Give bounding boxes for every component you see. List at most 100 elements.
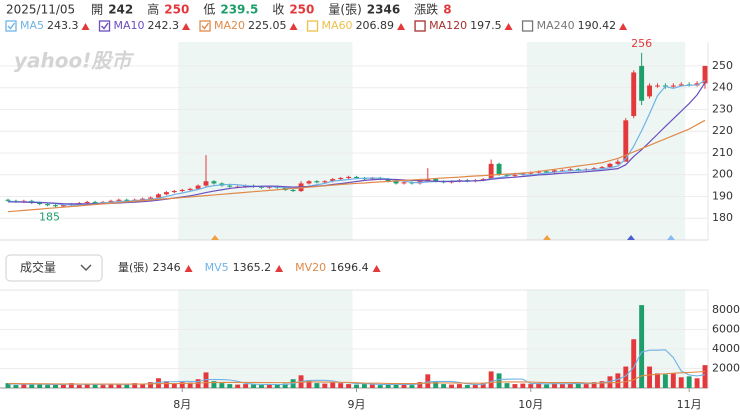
- legend-name: MA5: [20, 19, 44, 32]
- volume-bar: [13, 385, 19, 388]
- candle-body: [92, 201, 98, 204]
- legend-name: MA120: [429, 19, 467, 32]
- legend-checkbox[interactable]: [521, 20, 534, 32]
- volume-bar: [140, 384, 146, 388]
- volume-bar: [76, 385, 82, 388]
- y-tick-label: 4000: [712, 342, 740, 355]
- volume-bar: [124, 384, 130, 388]
- volume-bar: [552, 382, 557, 388]
- volume-bar: [369, 384, 375, 388]
- volume-bar: [607, 376, 613, 388]
- up-triangle: [275, 265, 284, 272]
- volume-bar: [401, 384, 407, 388]
- candle-body: [433, 179, 439, 182]
- candle-body: [480, 179, 486, 181]
- volume-bar: [361, 384, 367, 388]
- legend-checkbox[interactable]: [306, 20, 319, 32]
- candle-body: [631, 72, 637, 116]
- candle-body: [108, 200, 114, 202]
- volume-legend-value: 1696.4: [330, 261, 369, 274]
- volume-bar: [662, 374, 668, 388]
- candle-body: [45, 204, 51, 206]
- candle-body: [599, 167, 605, 169]
- header-label: 收: [272, 3, 284, 17]
- candle-body: [211, 181, 217, 184]
- y-tick-label: 8000: [712, 303, 740, 316]
- y-tick-label: 2000: [712, 361, 740, 374]
- volume-bar: [393, 383, 399, 388]
- y-tick-label: 200: [712, 168, 733, 181]
- volume-bar: [559, 384, 565, 388]
- legend-checkbox[interactable]: [5, 20, 17, 32]
- volume-bar: [5, 383, 11, 388]
- volume-bar: [258, 385, 264, 388]
- candle-body: [678, 84, 684, 86]
- candle-body: [512, 174, 518, 176]
- volume-bar: [163, 381, 169, 388]
- volume-selector[interactable]: [5, 254, 103, 282]
- candle-body: [575, 169, 581, 171]
- ma-line: [7, 79, 706, 206]
- volume-bar: [591, 382, 597, 388]
- max-label: 256: [631, 37, 652, 50]
- legend-name: MA20: [214, 19, 245, 32]
- volume-bar: [623, 366, 629, 388]
- volume-bar: [330, 382, 336, 388]
- candle-body: [488, 163, 494, 180]
- y-tick-label: 180: [712, 211, 733, 224]
- header-value: 250: [164, 3, 189, 17]
- volume-bar: [156, 378, 161, 388]
- volume-bar: [274, 384, 280, 388]
- volume-bar: [480, 383, 486, 388]
- volume-bar: [29, 384, 35, 388]
- up-triangle: [182, 23, 191, 30]
- x-tick-label: 10月: [518, 398, 543, 411]
- x-tick-label: 8月: [173, 398, 191, 411]
- legend-value: 242.3: [148, 19, 180, 32]
- volume-bar: [409, 385, 415, 388]
- volume-bar: [694, 378, 700, 388]
- legend-checkbox[interactable]: [199, 20, 211, 32]
- volume-bar: [84, 384, 90, 388]
- volume-bar: [68, 383, 74, 388]
- volume-legend-name: MV5: [205, 261, 229, 274]
- header-label: 漲跌: [414, 2, 438, 17]
- header-label: 低: [203, 3, 215, 17]
- month-shade: [526, 290, 686, 388]
- volume-bar: [306, 380, 312, 388]
- signal-marker: [627, 235, 635, 240]
- candle-body: [203, 181, 209, 186]
- candle-body: [647, 85, 653, 97]
- legend-value: 206.89: [356, 19, 395, 32]
- candle-body: [290, 189, 296, 192]
- volume-bar: [53, 384, 58, 388]
- header-label: 量(張): [328, 3, 361, 17]
- candle-body: [393, 181, 399, 184]
- candle-body: [607, 163, 613, 168]
- candle-body: [615, 161, 621, 164]
- mv-line: [8, 370, 706, 385]
- volume-bar: [338, 383, 344, 388]
- candle-body: [116, 199, 122, 201]
- volume-bar: [21, 384, 27, 388]
- volume-bar: [37, 383, 43, 388]
- up-triangle: [289, 23, 298, 30]
- volume-bar: [385, 384, 391, 388]
- volume-bar: [425, 374, 431, 388]
- up-triangle: [397, 23, 406, 30]
- volume-bar: [322, 383, 328, 388]
- header-value: 250: [289, 3, 314, 17]
- volume-bar: [647, 366, 653, 388]
- volume-bar: [567, 383, 573, 388]
- candle-body: [140, 198, 146, 200]
- legend-checkbox[interactable]: [414, 20, 426, 32]
- volume-bar: [488, 371, 494, 388]
- volume-legend-name: MV20: [295, 261, 326, 274]
- legend-checkbox[interactable]: [98, 20, 111, 32]
- volume-legend-value: 2346: [153, 261, 181, 274]
- candle-body: [37, 203, 43, 205]
- signal-marker: [211, 235, 219, 240]
- candle-body: [496, 163, 502, 175]
- candle-body: [354, 176, 359, 178]
